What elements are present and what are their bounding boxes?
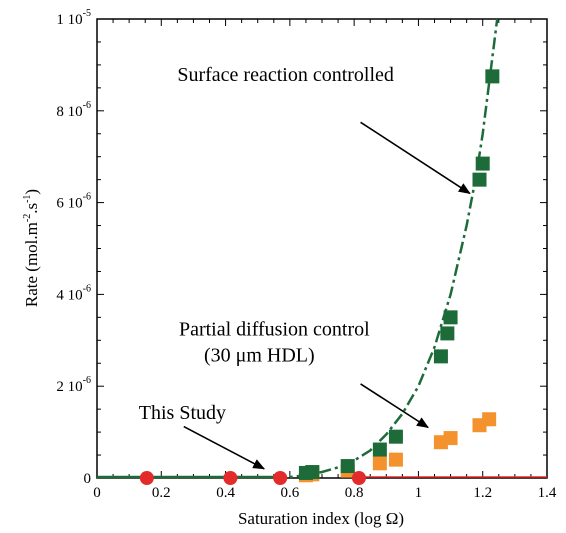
y-axis-label-part: )	[22, 189, 41, 195]
y-axis-label-part: .s	[22, 203, 41, 214]
data-point	[372, 442, 387, 457]
series-2	[139, 471, 366, 485]
x-tick-label: 0.4	[216, 485, 235, 501]
x-tick-label: 1	[415, 485, 423, 501]
x-tick-label: 1.4	[538, 485, 557, 501]
y-axis-label: Rate (mol.m-2.s-1)	[22, 189, 41, 307]
series-group	[139, 69, 500, 485]
annotation-arrow	[183, 425, 266, 470]
series-1	[298, 412, 497, 483]
data-point	[340, 459, 355, 474]
y-axis-ticks: 0 2 10-6 4 10-6 6 10-6 8 10-6 1 10-5	[56, 8, 547, 487]
data-point	[372, 456, 387, 471]
data-point	[440, 326, 455, 341]
annotation-text: Surface reaction controlled	[177, 64, 394, 86]
annotations-group: Surface reaction controlled Partial diffu…	[139, 64, 471, 470]
x-tick-label: 0.2	[152, 485, 171, 501]
y-axis-label-exp: -2	[22, 214, 33, 222]
y-tick-label: 4 10-6	[56, 283, 91, 303]
data-point	[351, 471, 366, 485]
annotation-arrow	[360, 121, 471, 195]
data-point	[443, 310, 458, 325]
x-tick-label: 0.6	[280, 485, 299, 501]
x-axis-ticks: 0 0.2 0.4 0.6 0.8 1 1.2 1.4	[93, 19, 557, 501]
y-axis-label-exp: -1	[22, 195, 33, 203]
data-point	[485, 69, 500, 84]
y-axis-label-part: Rate (mol.m	[22, 222, 41, 307]
data-point	[388, 452, 403, 467]
data-point	[223, 471, 238, 485]
y-tick-label: 2 10-6	[56, 375, 91, 395]
y-tick-label: 6 10-6	[56, 192, 91, 212]
data-point	[139, 471, 154, 485]
annotation-arrow	[360, 383, 429, 429]
fit-curve	[273, 18, 499, 480]
x-tick-label: 0.8	[345, 485, 364, 501]
data-point	[443, 431, 458, 446]
data-point	[433, 349, 448, 364]
x-tick-label: 1.2	[473, 485, 492, 501]
annotation-text: (30 μm HDL)	[204, 345, 315, 367]
data-point	[482, 412, 497, 427]
data-point	[273, 471, 288, 485]
data-point	[475, 156, 490, 171]
data-point	[472, 172, 487, 187]
x-tick-label: 0	[93, 485, 101, 501]
y-tick-label: 8 10-6	[56, 100, 91, 120]
annotation-text: This Study	[139, 402, 226, 424]
x-axis-label: Saturation index (log Ω)	[238, 509, 404, 528]
y-tick-label: 1 10-5	[56, 8, 91, 28]
annotation-text: Partial diffusion control	[179, 319, 370, 341]
series-0	[298, 69, 500, 480]
data-point	[388, 429, 403, 444]
data-point	[305, 465, 320, 480]
y-tick-label: 0	[84, 471, 92, 487]
